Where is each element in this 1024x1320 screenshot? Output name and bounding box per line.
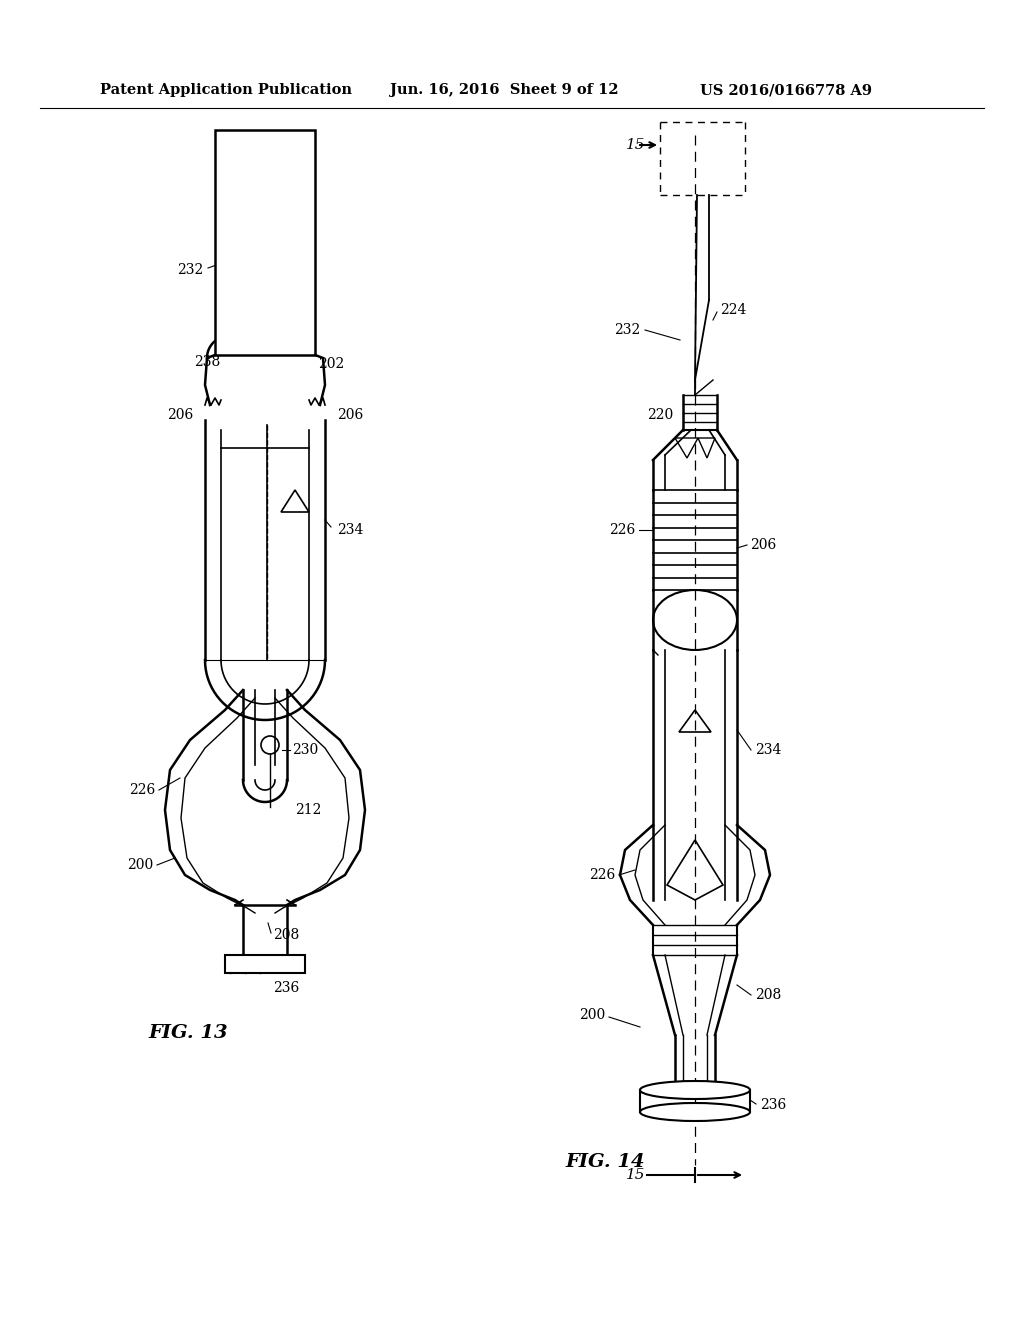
Text: 234: 234	[337, 523, 364, 537]
Text: 232: 232	[613, 323, 640, 337]
Text: 206: 206	[750, 539, 776, 552]
Text: US 2016/0166778 A9: US 2016/0166778 A9	[700, 83, 872, 96]
Text: 236: 236	[273, 981, 299, 995]
Text: FIG. 13: FIG. 13	[148, 1024, 227, 1041]
Text: 236: 236	[760, 1098, 786, 1111]
Ellipse shape	[640, 1081, 750, 1100]
Text: 206: 206	[167, 408, 193, 422]
Text: 238: 238	[194, 355, 220, 370]
Ellipse shape	[640, 1104, 750, 1121]
Text: 212: 212	[295, 803, 322, 817]
Text: 220: 220	[647, 408, 673, 422]
Text: 226: 226	[589, 869, 615, 882]
Text: 208: 208	[273, 928, 299, 942]
Text: 208: 208	[755, 987, 781, 1002]
Text: 15: 15	[626, 1168, 645, 1181]
Bar	[215, 129, 315, 355]
Text: FIG. 14: FIG. 14	[565, 1152, 645, 1171]
Text: 15: 15	[626, 139, 645, 152]
Text: 200: 200	[579, 1008, 605, 1022]
Text: 230: 230	[292, 743, 318, 756]
Text: 206: 206	[337, 408, 364, 422]
Text: Patent Application Publication: Patent Application Publication	[100, 83, 352, 96]
Text: 226: 226	[129, 783, 155, 797]
Text: 232: 232	[177, 263, 203, 277]
Text: Jun. 16, 2016  Sheet 9 of 12: Jun. 16, 2016 Sheet 9 of 12	[390, 83, 618, 96]
Bar	[225, 954, 305, 973]
Text: 234: 234	[755, 743, 781, 756]
Text: 202: 202	[318, 356, 344, 371]
Text: 200: 200	[127, 858, 153, 873]
Text: 224: 224	[720, 304, 746, 317]
Text: 226: 226	[608, 523, 635, 537]
